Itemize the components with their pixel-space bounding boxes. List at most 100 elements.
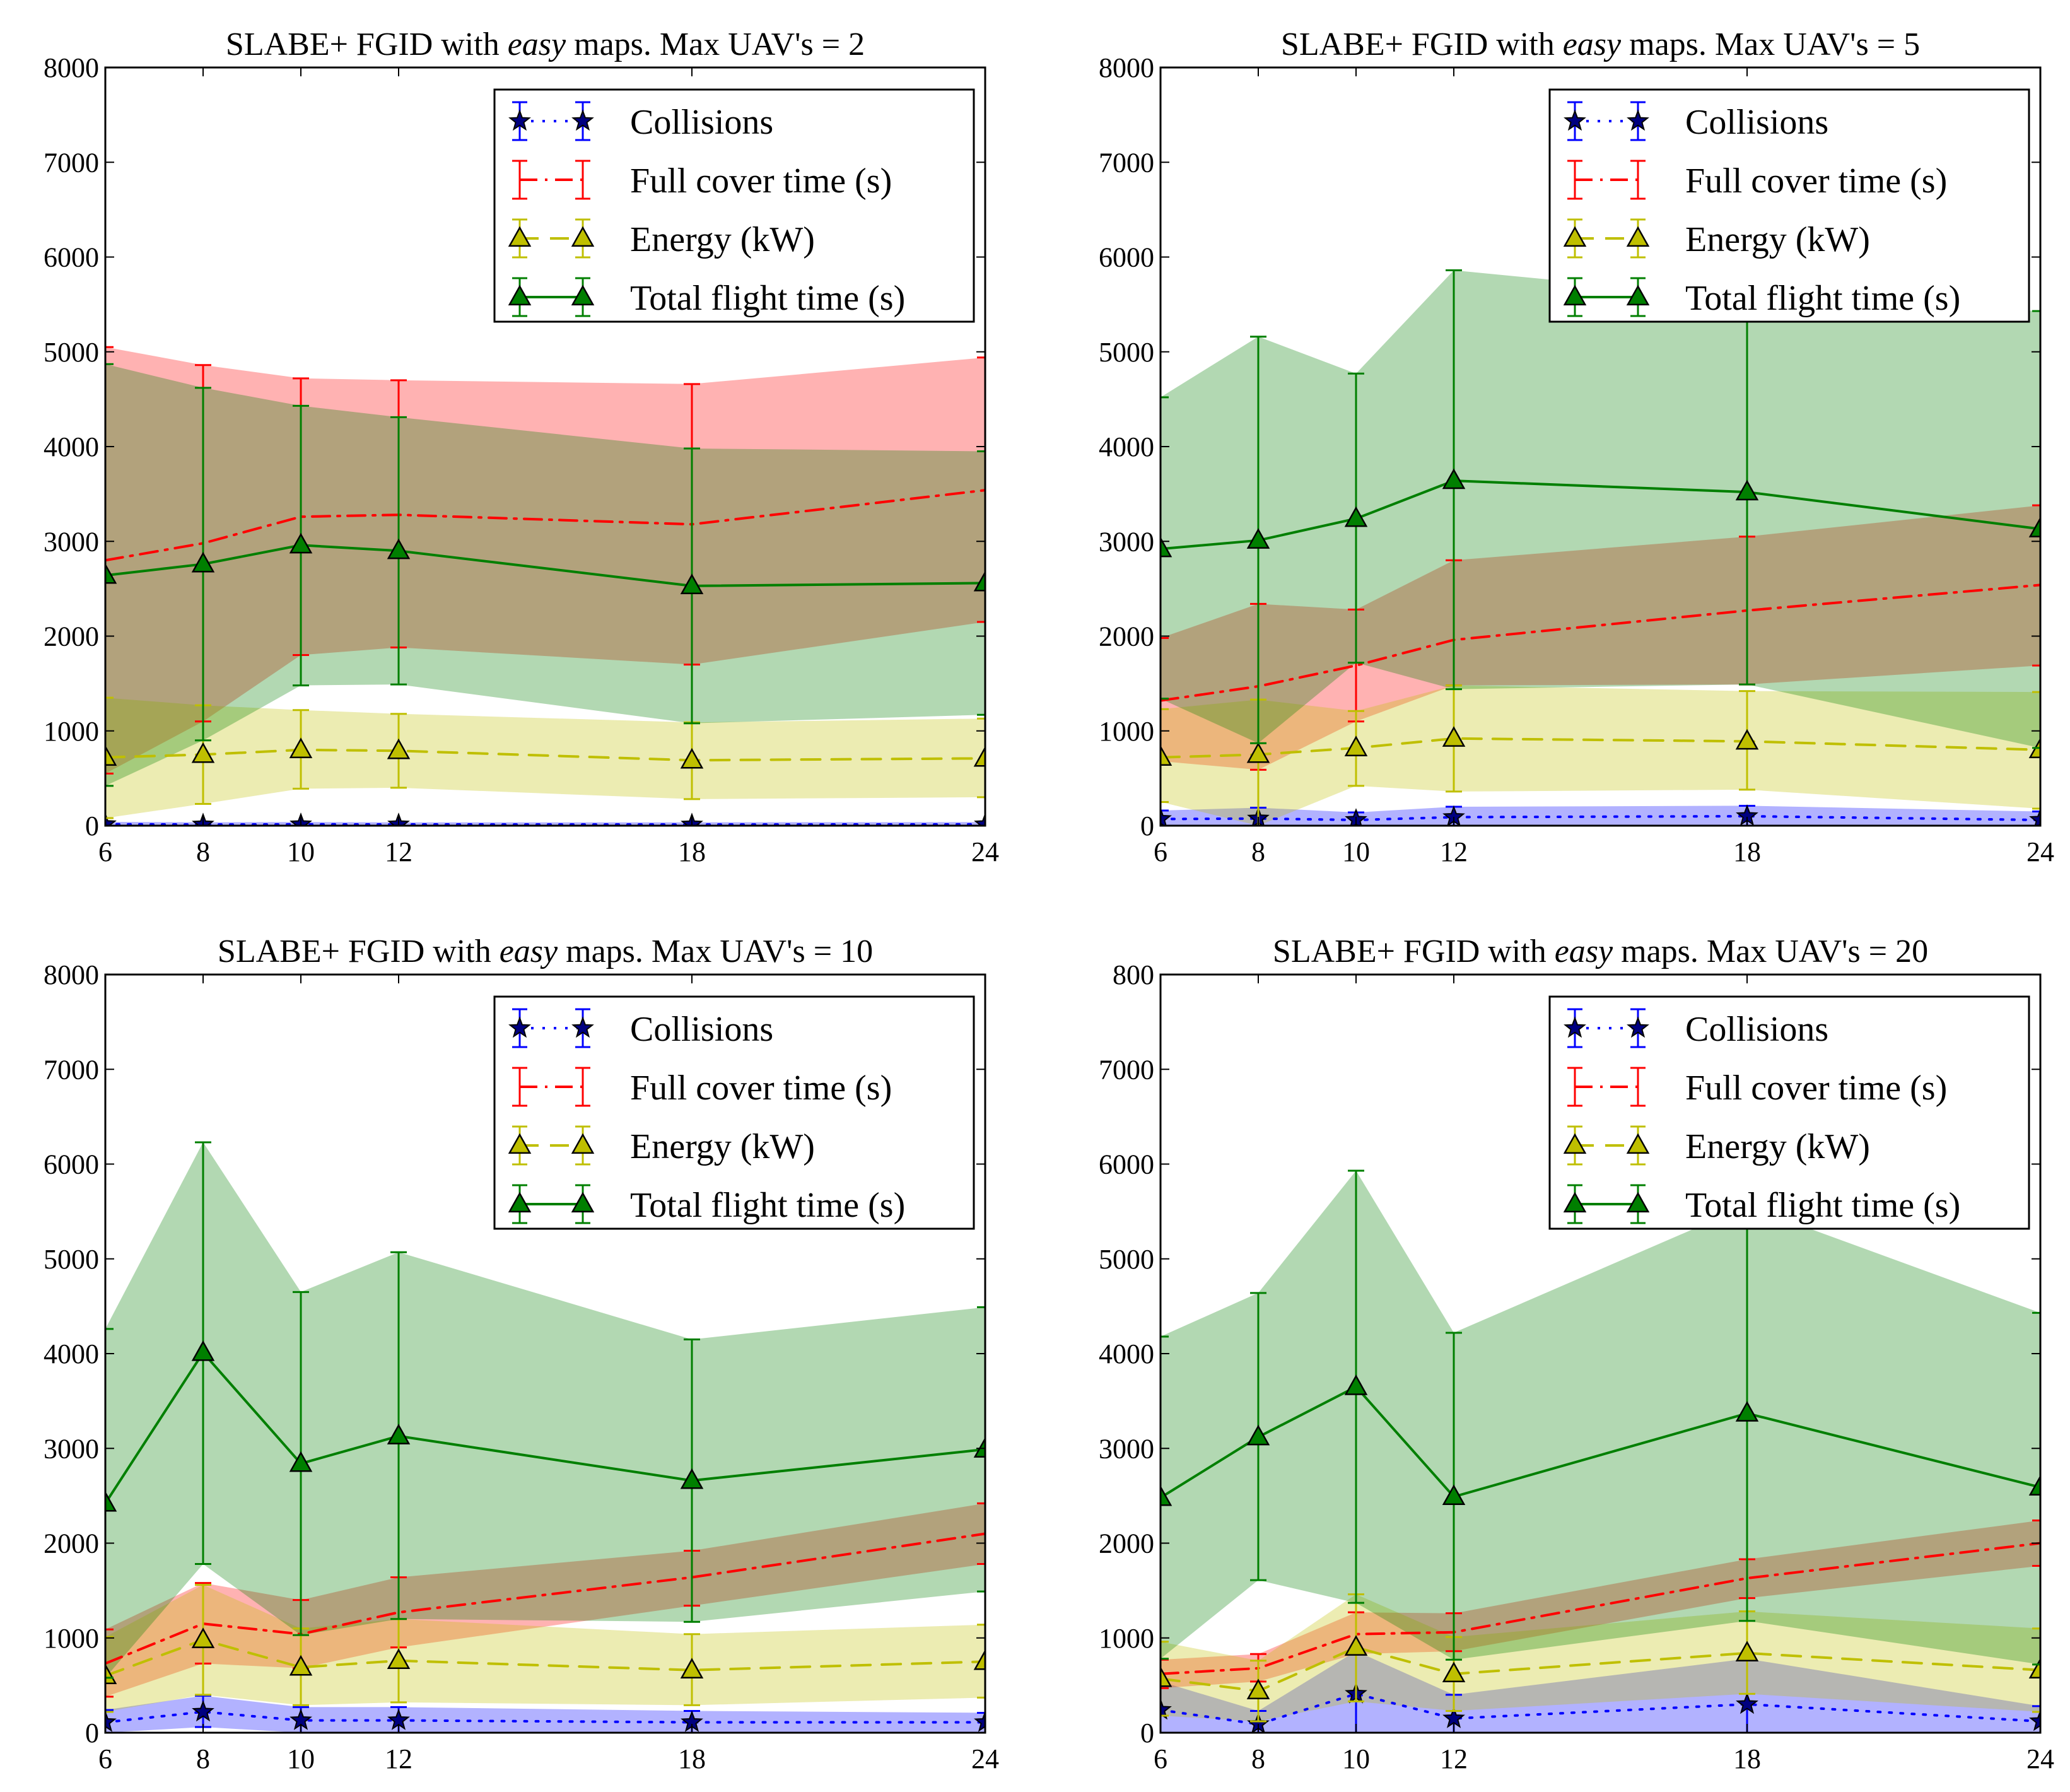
panel-3: 0 1000 2000 3000 4000 5000 6000 7000 8000 6 8 10 12 1… (44, 934, 999, 1774)
panel-2-legend-marker (1626, 226, 1650, 247)
panel-3-legend-marker (571, 1192, 595, 1213)
panel-1-xtick-label: 8 (196, 836, 210, 867)
panel-2-point-collisions (1161, 807, 1172, 826)
panel-3-ytick-label: 0 (85, 1718, 99, 1748)
panel-4-point-total-flight-time (1735, 1401, 1759, 1422)
panel-1-point-total-flight-time (105, 563, 117, 584)
panel-3-xtick-label: 18 (678, 1743, 706, 1774)
panel-3-point-total-flight-time (680, 1468, 704, 1489)
panel-3-legend-marker (508, 1192, 532, 1213)
panel-2-bands (1161, 270, 2040, 826)
panel-1-ytick-label: 6000 (44, 242, 99, 273)
panel-2-point-energy (1442, 726, 1466, 747)
panel-3-point-energy (680, 1658, 704, 1678)
panel-4-legend-label-energy: Energy (kW) (1685, 1127, 1870, 1166)
panel-4-ytick-label: 2000 (1099, 1528, 1154, 1559)
panel-4-ytick-label: 6000 (1099, 1149, 1154, 1180)
panel-1-point-total-flight-time (289, 532, 313, 554)
panel-4-xtick-label: 8 (1251, 1743, 1265, 1774)
panel-3-ytick-label: 4000 (44, 1338, 99, 1369)
panel-1-series-total-flight-time (105, 363, 985, 787)
panel-3-series-total-flight-time (105, 1141, 985, 1679)
panel-4-point-energy (2028, 1658, 2040, 1678)
panel-1-xtick-label: 18 (678, 836, 706, 867)
panel-4-ytick-label: 7000 (1099, 1054, 1154, 1085)
panel-3-legend-entry-energy: Energy (kW) (508, 1125, 815, 1166)
panel-4-legend-marker (1626, 1133, 1650, 1154)
panel-3-band-total-flight-time (105, 1142, 985, 1678)
panel-2-legend-marker (1564, 109, 1586, 131)
panel-4-ytick-label: 4000 (1099, 1338, 1154, 1369)
panel-2-legend-entry-total-flight-time: Total flight time (s) (1563, 277, 1960, 318)
panel-2-xtick-label: 18 (1733, 836, 1761, 867)
panel-2-line-energy (1161, 737, 2040, 759)
panel-1-band-total-flight-time (105, 364, 985, 786)
panel-3-line-total-flight-time (105, 1350, 985, 1505)
panel-1-ytick-label: 2000 (44, 621, 99, 652)
panel-2-line-full-cover-time (1161, 583, 2040, 702)
panel-4-band-total-flight-time (1161, 1171, 2040, 1665)
panel-4-ytick-label: 0 (1140, 1718, 1154, 1748)
panel-4-series-energy (1161, 1593, 2040, 1723)
panel-4-legend-marker (1626, 1192, 1650, 1213)
panel-4-legend-entry-total-flight-time: Total flight time (s) (1563, 1184, 1960, 1225)
panel-4-series-total-flight-time (1161, 1169, 2040, 1666)
panel-4-legend: Collisions Full cover time (s) Energy (kW)… (1548, 995, 2030, 1230)
panel-1-ytick-label: 1000 (44, 716, 99, 747)
panel-1-ytick-label: 8000 (44, 52, 99, 83)
panel-3-point-energy (191, 1627, 215, 1648)
panel-4-series (1161, 1169, 2040, 1733)
panel-2-ytick-label: 6000 (1099, 242, 1154, 273)
panel-4-bands (1161, 1171, 2040, 1733)
panel-2-legend-marker (1627, 109, 1649, 131)
panel-4-title: SLABE+ FGID with easy maps. Max UAV's = … (1273, 934, 1928, 969)
panel-2-point-total-flight-time (1344, 506, 1368, 527)
panel-4-xtick-label: 24 (2026, 1743, 2054, 1774)
panel-3-legend-marker (571, 1133, 595, 1154)
panel-4-point-collisions (1161, 1698, 1172, 1720)
panel-1-ytick-label: 0 (85, 811, 99, 841)
panel-4-point-energy (1161, 1666, 1172, 1687)
panel-1-point-collisions (974, 812, 985, 826)
panel-4-xtick-label: 18 (1733, 1743, 1761, 1774)
panel-1-legend-entry-total-flight-time: Total flight time (s) (508, 277, 905, 318)
panel-2-legend-label-collisions: Collisions (1685, 103, 1828, 142)
panel-3-ytick-label: 2000 (44, 1528, 99, 1559)
panel-3-point-total-flight-time (289, 1451, 313, 1472)
panel-1-line-full-cover-time (105, 489, 985, 562)
panel-1-legend-marker (508, 226, 532, 247)
panel-4-legend-marker (1627, 1016, 1649, 1038)
panel-3-line-energy (105, 1638, 985, 1677)
panel-4-point-energy (1735, 1641, 1759, 1661)
panel-4-point-total-flight-time (1344, 1374, 1368, 1395)
panel-3-ytick-label: 1000 (44, 1623, 99, 1654)
panel-3-legend-label-full-cover-time: Full cover time (s) (630, 1069, 892, 1108)
panel-2-xtick-label: 12 (1440, 836, 1468, 867)
panel-4-ytick-label: 1000 (1099, 1623, 1154, 1654)
panel-2-point-energy (1161, 745, 1172, 766)
panel-3-point-collisions (974, 1710, 985, 1732)
panel-1-legend-label-energy: Energy (kW) (630, 220, 815, 259)
panel-4-xtick-label: 12 (1440, 1743, 1468, 1774)
panel-1-point-energy (973, 746, 985, 767)
panel-4-xtick-label: 6 (1154, 1743, 1167, 1774)
panel-2-xtick-label: 10 (1342, 836, 1370, 867)
panel-2-ytick-label: 1000 (1099, 716, 1154, 747)
panel-1-legend-marker (508, 109, 531, 131)
panel-4-line-energy (1161, 1646, 2040, 1692)
panel-2-series-total-flight-time (1161, 269, 2040, 749)
panel-3-legend-marker (508, 1016, 531, 1038)
panel-3-point-energy (289, 1654, 313, 1676)
panel-2-point-total-flight-time (1161, 536, 1172, 558)
panel-1-ytick-label: 5000 (44, 337, 99, 368)
panel-3-xtick-label: 8 (196, 1743, 210, 1774)
panel-3-point-total-flight-time (387, 1424, 411, 1444)
panel-2-line-total-flight-time (1161, 479, 2040, 551)
panel-4-point-energy (1246, 1678, 1270, 1700)
panel-3-xtick-label: 12 (385, 1743, 412, 1774)
panel-1-point-total-flight-time (191, 551, 215, 573)
panel-1-xtick-label: 12 (385, 836, 412, 867)
panel-1-point-energy (289, 737, 313, 758)
panel-3-series (105, 1141, 985, 1733)
